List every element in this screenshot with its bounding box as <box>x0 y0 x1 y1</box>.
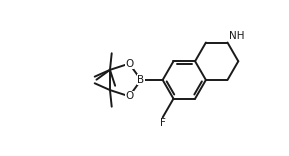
Text: O: O <box>125 91 133 101</box>
Text: O: O <box>125 91 133 101</box>
Text: B: B <box>138 75 144 85</box>
Text: F: F <box>160 118 166 128</box>
Text: NH: NH <box>229 31 245 41</box>
Text: O: O <box>125 59 133 69</box>
Text: B: B <box>138 75 144 85</box>
Text: F: F <box>160 118 166 128</box>
Text: O: O <box>125 59 133 69</box>
Text: B: B <box>138 75 144 85</box>
Text: NH: NH <box>229 31 245 41</box>
